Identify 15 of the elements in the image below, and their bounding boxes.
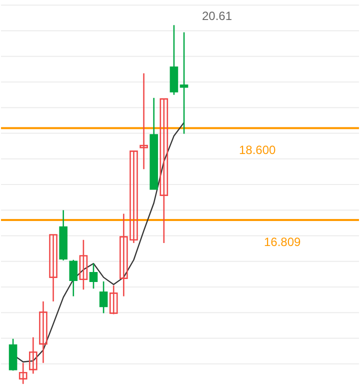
candlestick	[160, 98, 168, 244]
candlestick	[140, 72, 148, 170]
ref-line-label: 16.809	[264, 234, 302, 249]
candlestick	[79, 239, 88, 290]
candlestick	[89, 262, 98, 290]
candlestick	[109, 284, 118, 315]
candlestick	[69, 259, 78, 297]
candlestick	[18, 362, 28, 385]
ref-line-label: 18.600	[239, 143, 276, 158]
text: 20.61	[202, 9, 232, 23]
candlestick	[49, 234, 58, 302]
candlestick	[99, 280, 108, 314]
candlestick	[180, 32, 188, 134]
candlestick	[39, 300, 48, 364]
candlestick	[29, 336, 38, 374]
